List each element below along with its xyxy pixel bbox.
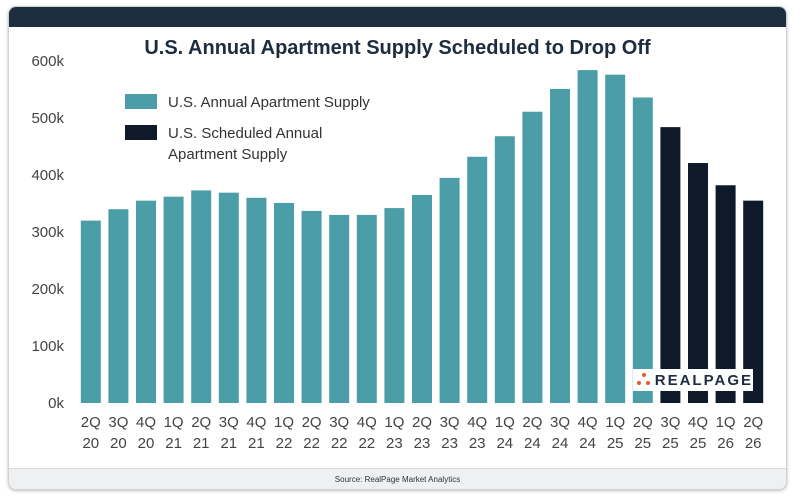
legend-swatch-scheduled [125, 125, 157, 140]
x-tick-label: 1Q [274, 414, 294, 431]
legend-swatch-actual [125, 94, 157, 109]
x-tick-label: 2Q [191, 414, 211, 431]
x-tick-label: 23 [469, 435, 486, 452]
bar-actual [246, 197, 267, 403]
x-tick-label: 3Q [660, 414, 680, 431]
x-tick-label: 1Q [384, 414, 404, 431]
bar-scheduled [715, 185, 736, 403]
x-tick-label: 21 [248, 435, 265, 452]
x-tick-label: 4Q [136, 414, 156, 431]
x-tick-label: 20 [138, 435, 155, 452]
x-tick-label: 24 [524, 435, 541, 452]
x-tick-label: 26 [717, 435, 734, 452]
x-tick-label: 2Q [412, 414, 432, 431]
y-tick-label: 600k [31, 53, 64, 70]
bar-scheduled [743, 200, 764, 403]
x-tick-label: 4Q [357, 414, 377, 431]
bar-actual [605, 74, 626, 404]
x-tick-label: 3Q [108, 414, 128, 431]
realpage-logo: REALPAGE [633, 369, 753, 391]
chart-title: U.S. Annual Apartment Supply Scheduled t… [144, 37, 651, 59]
x-tick-label: 4Q [246, 414, 266, 431]
x-tick-label: 4Q [578, 414, 598, 431]
bar-actual [136, 200, 156, 403]
bar-actual [577, 70, 598, 404]
bar-actual [80, 220, 101, 403]
legend-label: U.S. Scheduled Annual [168, 125, 322, 142]
y-tick-label: 300k [31, 224, 64, 241]
x-tick-label: 1Q [164, 414, 184, 431]
bar-actual [522, 111, 543, 403]
x-tick-label: 23 [414, 435, 431, 452]
bar-actual [301, 210, 322, 403]
bar-actual [108, 209, 129, 403]
logo-text: REALPAGE [654, 371, 753, 389]
y-tick-label: 400k [31, 167, 64, 184]
x-tick-label: 3Q [329, 414, 349, 431]
bar-actual [494, 136, 515, 404]
x-tick-label: 24 [552, 435, 569, 452]
y-tick-label: 100k [31, 338, 64, 355]
y-tick-label: 0k [48, 395, 64, 412]
x-tick-label: 1Q [716, 414, 736, 431]
bar-scheduled [660, 127, 681, 404]
bar-actual [163, 196, 184, 403]
bar-actual [274, 202, 294, 403]
bar-actual [550, 88, 570, 404]
bar-actual [329, 214, 350, 403]
bar-actual [356, 214, 377, 403]
x-tick-label: 25 [634, 435, 651, 452]
bar-actual [191, 190, 212, 403]
bar-actual [632, 97, 653, 403]
x-tick-label: 2Q [81, 414, 101, 431]
x-tick-label: 1Q [605, 414, 625, 431]
x-tick-label: 23 [441, 435, 458, 452]
x-tick-label: 2Q [633, 414, 653, 431]
realpage-logo-icon [637, 373, 651, 387]
x-tick-label: 23 [386, 435, 403, 452]
header-bar [9, 7, 786, 27]
bar-actual [412, 194, 432, 403]
x-tick-label: 25 [690, 435, 707, 452]
x-tick-label: 21 [220, 435, 237, 452]
x-tick-label: 21 [193, 435, 210, 452]
x-tick-label: 2Q [522, 414, 542, 431]
x-tick-label: 22 [303, 435, 320, 452]
x-tick-label: 4Q [688, 414, 708, 431]
footer-bar [9, 468, 786, 489]
x-tick-label: 20 [110, 435, 127, 452]
x-tick-label: 3Q [550, 414, 570, 431]
x-tick-label: 3Q [440, 414, 460, 431]
y-tick-label: 200k [31, 281, 64, 298]
x-tick-label: 2Q [743, 414, 763, 431]
bar-actual [439, 177, 460, 403]
x-tick-label: 4Q [467, 414, 487, 431]
legend-label: U.S. Annual Apartment Supply [168, 94, 370, 111]
x-tick-label: 2Q [302, 414, 322, 431]
legend-label: Apartment Supply [168, 146, 288, 163]
x-tick-label: 1Q [495, 414, 515, 431]
x-tick-label: 26 [745, 435, 762, 452]
bar-actual [467, 156, 488, 403]
source-note: Source: RealPage Market Analytics [334, 475, 461, 484]
x-tick-label: 21 [165, 435, 182, 452]
bar-scheduled [688, 163, 708, 403]
x-tick-label: 20 [82, 435, 99, 452]
y-tick-label: 500k [31, 110, 64, 127]
x-tick-label: 25 [607, 435, 624, 452]
x-tick-label: 22 [358, 435, 375, 452]
x-tick-label: 24 [496, 435, 513, 452]
x-tick-label: 22 [276, 435, 293, 452]
bar-actual [384, 208, 405, 403]
x-tick-label: 22 [331, 435, 348, 452]
x-tick-label: 3Q [219, 414, 239, 431]
x-tick-label: 24 [579, 435, 596, 452]
bar-actual [218, 192, 239, 403]
x-tick-label: 25 [662, 435, 679, 452]
